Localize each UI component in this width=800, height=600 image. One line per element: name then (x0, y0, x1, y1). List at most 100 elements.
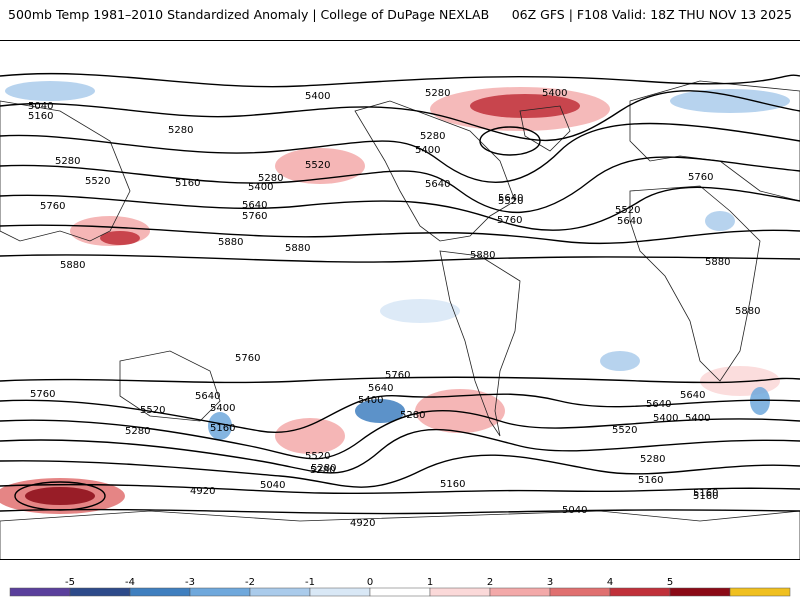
contour-label: 5640 (617, 216, 642, 227)
contour-label: 5160 (638, 475, 663, 486)
colorbar-tick-label: -2 (245, 577, 255, 588)
cold-anomaly (705, 211, 735, 231)
colorbar-tick-label: 0 (366, 577, 374, 588)
contour-label: 5880 (705, 257, 730, 268)
height-contours (0, 72, 800, 515)
map-title: 500mb Temp 1981–2010 Standardized Anomal… (8, 7, 490, 22)
contour-label: 5280 (168, 125, 193, 136)
colorbar-segment (309, 587, 371, 597)
contour-loop (479, 126, 541, 156)
warm-anomaly (470, 94, 580, 118)
contour-label: 5280 (420, 131, 445, 142)
contour-label: 5880 (60, 260, 85, 271)
colorbar-tick-label: 2 (486, 577, 494, 588)
contour-line (0, 409, 800, 460)
contour-line (0, 224, 800, 245)
contour-line (0, 508, 800, 515)
colorbar-tick-label: 3 (546, 577, 554, 588)
contour-line (0, 72, 800, 88)
colorbar-tick-label: -3 (185, 577, 195, 588)
contour-label: 4920 (350, 518, 375, 529)
colorbar-segment (429, 587, 491, 597)
contour-label: 5160 (210, 423, 235, 434)
contour-label: 5280 (55, 156, 80, 167)
cold-anomaly (600, 351, 640, 371)
contour-label: 5760 (235, 353, 260, 364)
contour-label: 5640 (498, 193, 523, 204)
header: 500mb Temp 1981–2010 Standardized Anomal… (0, 0, 800, 30)
cold-anomaly (670, 89, 790, 113)
colorbar-segment (609, 587, 671, 597)
colorbar-tick-label: -1 (305, 577, 315, 588)
contour-label: 5520 (615, 205, 640, 216)
contour-label: 5880 (218, 237, 243, 248)
contour-line (0, 186, 800, 231)
contour-loop (14, 481, 106, 511)
australia-outline (119, 350, 221, 422)
contour-label: 5280 (311, 463, 336, 474)
antarctica-outline (0, 510, 800, 559)
colorbar-tick-label: -5 (65, 577, 75, 588)
contour-label: 5160 (28, 111, 53, 122)
contour-label: 5640 (195, 391, 220, 402)
contour-line (0, 454, 800, 488)
contour-label: 5400 (358, 395, 383, 406)
color-scale: -5 -4 -3 -2 -1 0 1 2 3 4 5 (0, 570, 800, 600)
contour-label: 5160 (693, 491, 718, 502)
north-america-outline (354, 100, 516, 242)
contour-label: 5160 (693, 488, 718, 499)
cold-anomaly (750, 387, 770, 415)
contour-label: 5520 (305, 160, 330, 171)
contour-label: 5280 (125, 426, 150, 437)
map-panel: 5400 5280 5400 5040 5160 5280 5280 5400 … (0, 40, 800, 560)
contour-label: 5640 (425, 179, 450, 190)
anomaly-shading (0, 81, 790, 514)
contour-label: 5880 (735, 306, 760, 317)
contour-label: 5400 (305, 91, 330, 102)
contour-label: 5280 (400, 410, 425, 421)
model-run-info: 06Z GFS | F108 Valid: 18Z THU NOV 13 202… (511, 7, 792, 22)
contour-line (0, 122, 800, 184)
colorbar-segment (189, 587, 251, 597)
cold-anomaly (380, 299, 460, 323)
contour-label: 5760 (688, 172, 713, 183)
colorbar-segment (69, 587, 131, 597)
contour-label: 4920 (190, 486, 215, 497)
contour-label: 5400 (415, 145, 440, 156)
contour-label: 5280 (425, 88, 450, 99)
south-america-outline (439, 250, 521, 437)
contour-label: 5880 (285, 243, 310, 254)
warm-anomaly (700, 366, 780, 396)
colorbar-segment (249, 587, 311, 597)
contour-label: 5760 (40, 201, 65, 212)
cold-anomaly (208, 412, 232, 440)
colorbar-segment (129, 587, 191, 597)
contour-label: 5640 (368, 383, 393, 394)
contour-label: 5520 (498, 196, 523, 207)
contour-label: 5400 (210, 403, 235, 414)
colorbar-tick-label: -4 (125, 577, 135, 588)
eurasia-outline (629, 80, 800, 202)
contour-label: 5040 (28, 101, 53, 112)
warm-anomaly (275, 418, 345, 454)
contour-label: 5880 (470, 250, 495, 261)
warm-anomaly (275, 148, 365, 184)
contour-line (0, 428, 800, 474)
cold-anomaly (5, 81, 95, 101)
colorbar-segment (669, 587, 731, 597)
contour-labels: 5400 5280 5400 5040 5160 5280 5280 5400 … (28, 88, 760, 529)
contour-line (0, 254, 800, 263)
contour-label: 5760 (30, 389, 55, 400)
contour-line (0, 393, 800, 433)
africa-outline (629, 185, 761, 382)
colorbar-segment (549, 587, 611, 597)
colorbar-segment (729, 587, 791, 597)
contour-label: 5040 (562, 505, 587, 516)
contour-label: 5040 (260, 480, 285, 491)
contour-line (0, 90, 800, 142)
contour-label: 5400 (542, 88, 567, 99)
contour-label: 5760 (497, 215, 522, 226)
contour-label: 5280 (310, 465, 335, 476)
warm-anomaly (100, 231, 140, 245)
contour-label: 5160 (175, 178, 200, 189)
